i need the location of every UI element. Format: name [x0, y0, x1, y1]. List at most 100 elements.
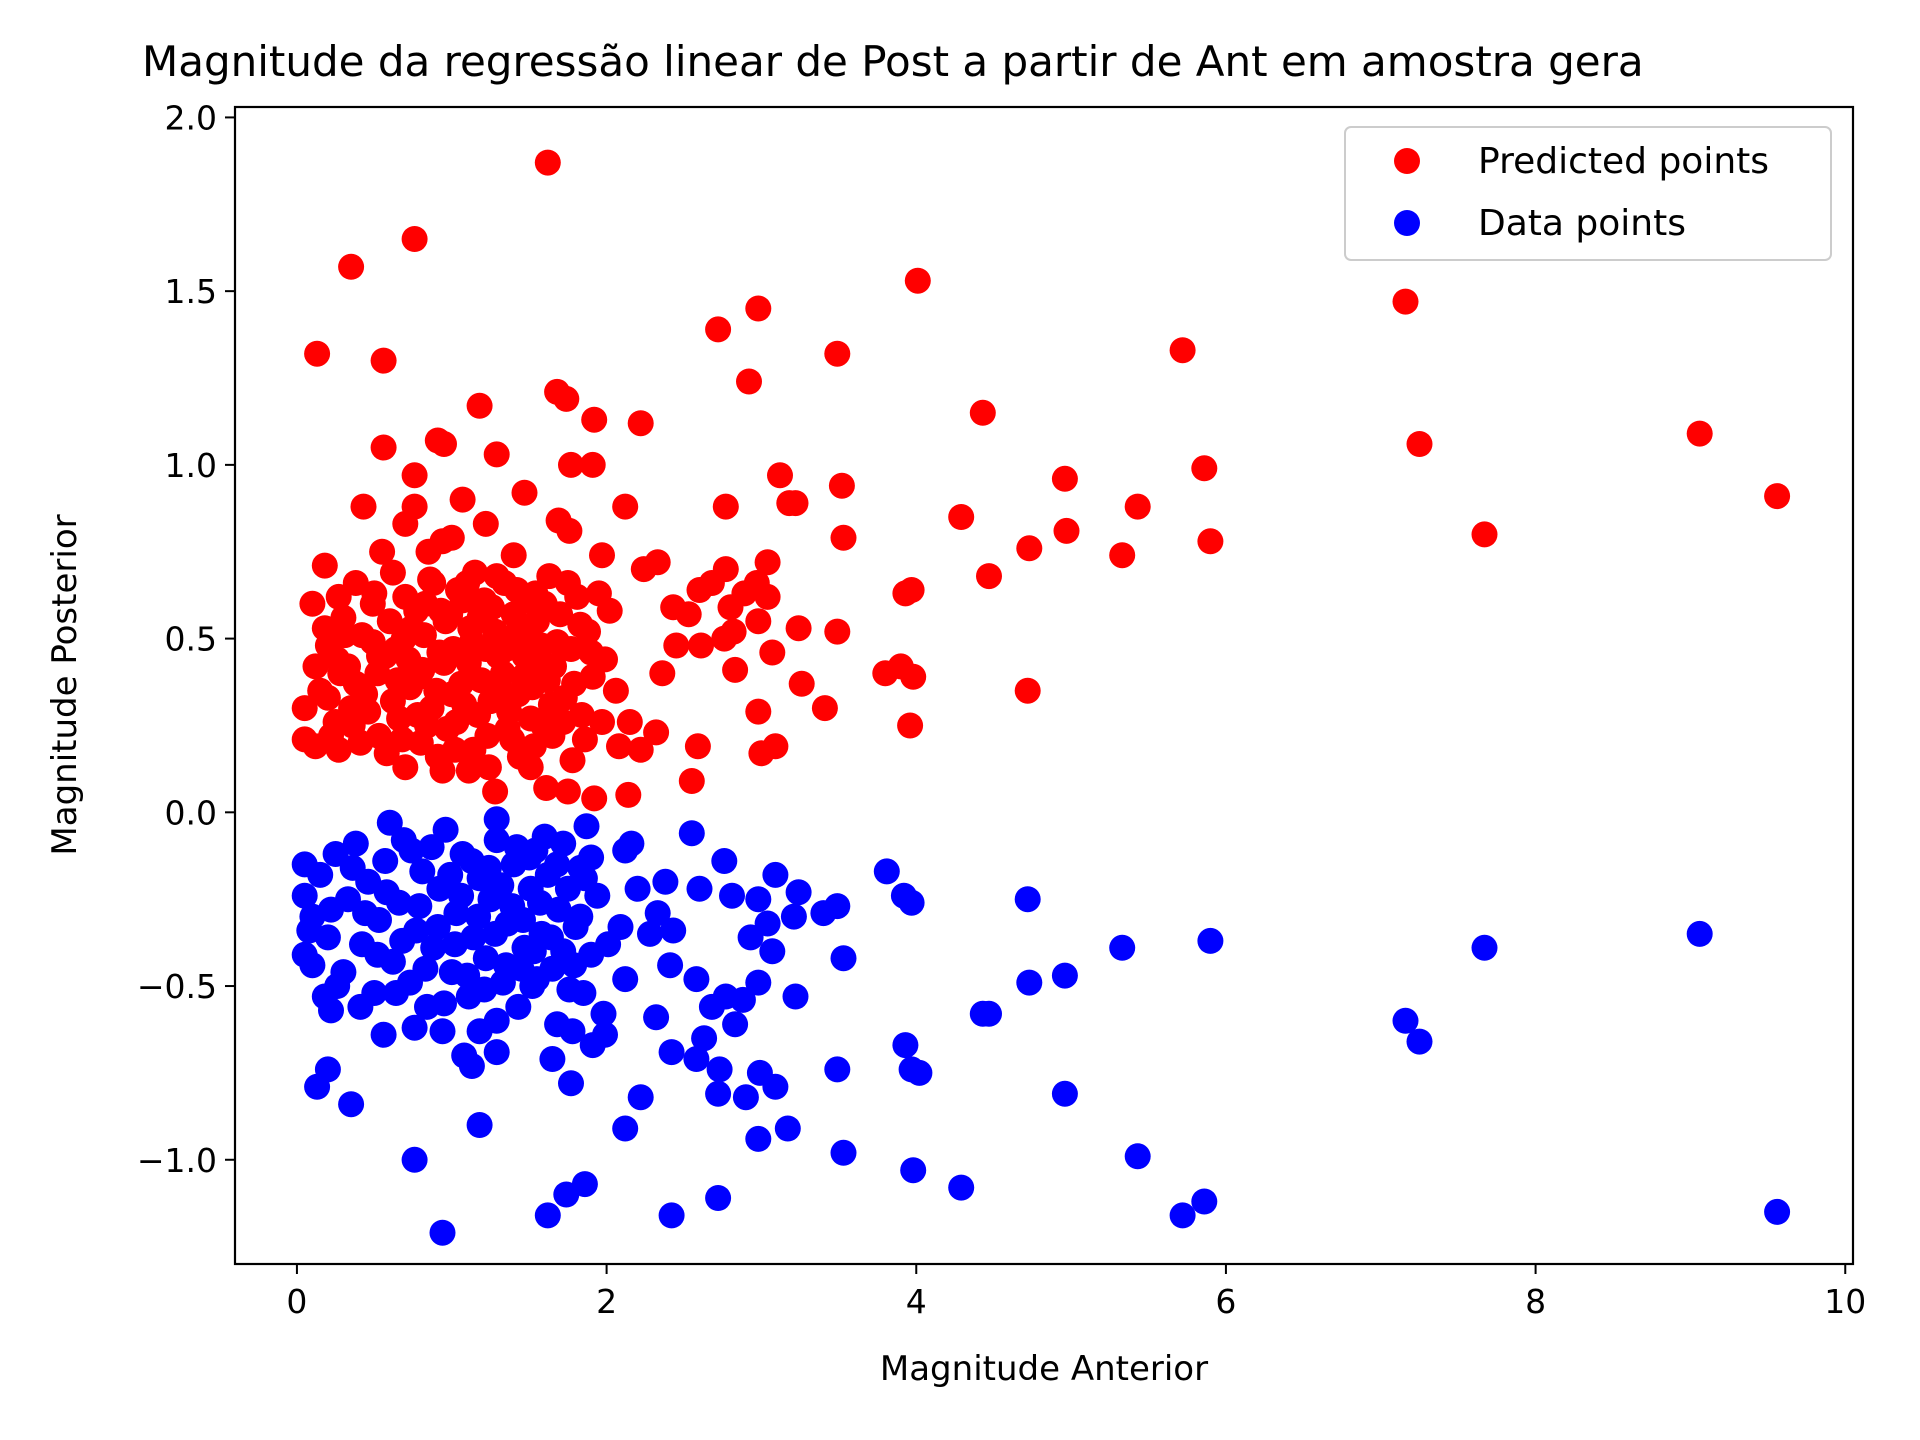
data-point [892, 1032, 919, 1059]
data-point [471, 976, 498, 1003]
predicted-point [754, 549, 781, 576]
data-point [683, 1046, 710, 1072]
data-point [774, 1115, 801, 1142]
data-point [291, 882, 318, 909]
data-point [618, 830, 645, 857]
predicted-point [684, 733, 711, 760]
data-point [465, 903, 492, 930]
data-point [431, 990, 457, 1017]
predicted-point [554, 778, 581, 805]
predicted-point [418, 695, 445, 722]
predicted-point [663, 632, 690, 659]
data-point [372, 848, 399, 874]
y-tick-label: 2.0 [165, 98, 217, 137]
predicted-point [406, 663, 433, 690]
data-point [364, 941, 391, 968]
predicted-point [460, 736, 487, 763]
predicted-point [455, 757, 482, 784]
predicted-point [759, 639, 786, 666]
predicted-point [299, 590, 326, 617]
predicted-point [627, 410, 654, 437]
predicted-point [556, 517, 583, 544]
predicted-point [503, 577, 530, 603]
predicted-point [688, 632, 714, 659]
data-point [592, 1021, 618, 1048]
x-tick-label: 0 [286, 1282, 307, 1321]
data-point [483, 827, 510, 854]
data-point [370, 1021, 397, 1048]
predicted-point [1051, 465, 1078, 492]
plot-area-frame [233, 105, 1855, 1266]
predicted-point [534, 149, 561, 176]
data-point [1051, 1080, 1078, 1107]
predicted-point [431, 649, 457, 676]
predicted-point [745, 295, 772, 322]
legend-label-data: Data points [1478, 203, 1686, 244]
predicted-point [420, 570, 447, 596]
predicted-point [472, 510, 499, 537]
data-point [1051, 962, 1078, 989]
predicted-point [302, 653, 329, 680]
data-point [510, 907, 536, 933]
data-point [409, 858, 436, 885]
predicted-point [392, 754, 419, 781]
predicted-point [517, 705, 544, 732]
predicted-point [466, 392, 493, 419]
x-tick-label: 4 [906, 1282, 927, 1321]
data-point [448, 882, 475, 909]
predicted-point [500, 542, 527, 569]
predicted-point [643, 719, 670, 746]
data-point [505, 993, 532, 1020]
series-data-points [291, 806, 1791, 1246]
x-axis-label: Magnitude Anterior [880, 1349, 1208, 1389]
data-point [1686, 920, 1713, 947]
predicted-point [401, 226, 428, 252]
data-point [314, 1056, 341, 1083]
data-point [624, 875, 651, 902]
data-point [729, 986, 756, 1013]
predicted-point [567, 611, 594, 638]
predicted-point [465, 702, 492, 728]
predicted-point [483, 441, 510, 468]
data-point [976, 1000, 1002, 1027]
predicted-point [1392, 288, 1419, 315]
predicted-point [441, 736, 468, 763]
data-point [612, 966, 639, 993]
predicted-point [499, 726, 526, 753]
data-point [705, 1080, 732, 1107]
data-point [1197, 927, 1224, 954]
data-point [824, 1056, 851, 1083]
x-axis: 0 2 4 6 8 10 [286, 1264, 1866, 1321]
data-point [711, 848, 738, 874]
data-point [691, 1025, 718, 1052]
predicted-point [431, 431, 457, 457]
predicted-point [483, 563, 510, 590]
predicted-point [571, 726, 598, 753]
data-point [432, 816, 459, 843]
data-point [527, 889, 553, 916]
data-point [458, 1053, 485, 1079]
data-point [824, 893, 851, 920]
data-point [307, 861, 334, 888]
predicted-point [1191, 455, 1218, 482]
data-point [361, 980, 388, 1006]
predicted-point [352, 681, 379, 708]
predicted-point [616, 709, 643, 735]
data-point [1392, 1007, 1419, 1034]
data-point [644, 900, 671, 927]
predicted-point [325, 583, 352, 610]
chart-title: Magnitude da regressão linear de Post a … [142, 37, 1644, 86]
y-tick-label: 1.5 [165, 272, 217, 311]
data-point [488, 872, 515, 899]
predicted-point [398, 615, 425, 642]
legend-marker-predicted [1394, 148, 1420, 174]
predicted-point [379, 559, 406, 586]
predicted-point [897, 712, 924, 739]
data-point [652, 868, 679, 895]
data-point [657, 952, 684, 979]
predicted-point [454, 570, 481, 596]
data-point [558, 1070, 584, 1097]
data-point [472, 945, 499, 972]
data-point [745, 969, 772, 996]
predicted-point [339, 712, 366, 739]
